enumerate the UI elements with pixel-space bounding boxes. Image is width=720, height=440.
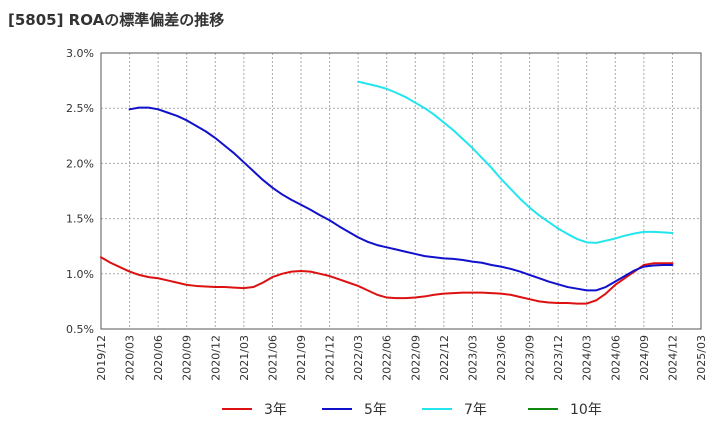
x-tick-label: 2021/03 [238,335,251,381]
chart-title: [5805] ROAの標準偏差の推移 [8,11,225,29]
x-tick-label: 2021/09 [295,335,308,381]
x-tick-label: 2023/03 [466,335,479,381]
legend-label: 7年 [464,402,487,418]
x-tick-label: 2020/12 [209,335,222,381]
plot-area [101,53,701,329]
y-tick-label: 1.0% [66,268,94,281]
series-line-3年 [100,256,674,305]
y-tick-label: 3.0% [66,47,94,60]
x-tick-label: 2024/06 [609,335,622,381]
x-tick-label: 2024/12 [666,335,679,381]
series-line-7年 [357,80,674,244]
x-tick-label: 2020/03 [124,335,137,381]
x-tick-label: 2022/03 [352,335,365,381]
x-tick-label: 2021/12 [324,335,337,381]
x-tick-label: 2025/03 [695,335,708,381]
x-tick-label: 2022/09 [409,335,422,381]
x-tick-label: 2023/06 [495,335,508,381]
y-tick-label: 2.5% [66,102,94,115]
series-line-5年 [128,106,674,292]
y-tick-label: 1.5% [66,213,94,226]
x-tick-label: 2019/12 [95,335,108,381]
x-tick-label: 2022/06 [381,335,394,381]
legend-label: 10年 [570,402,602,418]
x-tick-label: 2020/06 [152,335,165,381]
x-tick-label: 2021/06 [266,335,279,381]
y-tick-label: 0.5% [66,323,94,336]
plot-border [100,52,702,330]
legend-label: 5年 [364,402,387,418]
x-tick-label: 2024/09 [638,335,651,381]
x-tick-label: 2020/09 [181,335,194,381]
x-tick-label: 2022/12 [438,335,451,381]
x-tick-label: 2023/09 [524,335,537,381]
y-tick-label: 2.0% [66,157,94,170]
x-tick-label: 2023/12 [552,335,565,381]
x-tick-label: 2024/03 [581,335,594,381]
legend-label: 3年 [264,402,287,418]
